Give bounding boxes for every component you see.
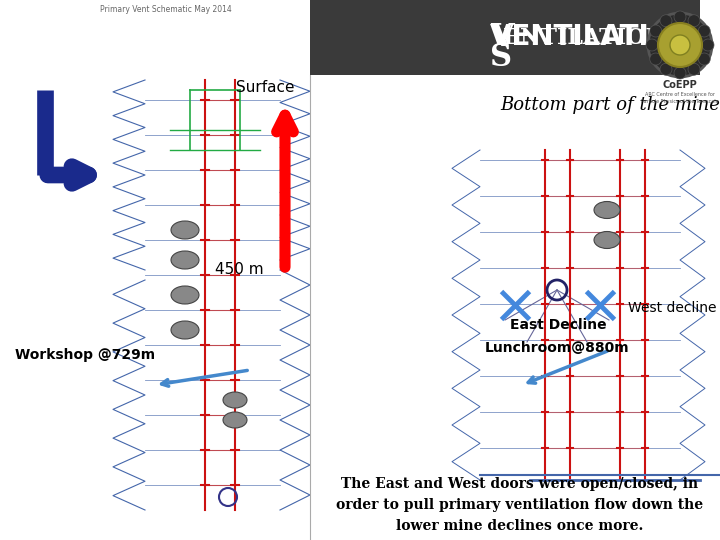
Text: ARC Centre of Excellence for: ARC Centre of Excellence for bbox=[645, 92, 715, 98]
Circle shape bbox=[688, 63, 700, 75]
Circle shape bbox=[670, 35, 690, 55]
Circle shape bbox=[649, 25, 662, 37]
Text: V: V bbox=[490, 23, 514, 53]
Circle shape bbox=[674, 11, 686, 23]
Circle shape bbox=[698, 25, 710, 37]
Text: Particle Physics of the Terascale: Particle Physics of the Terascale bbox=[642, 98, 719, 104]
Ellipse shape bbox=[594, 201, 620, 219]
Text: Primary Vent Schematic May 2014: Primary Vent Schematic May 2014 bbox=[100, 5, 232, 14]
Circle shape bbox=[660, 63, 672, 75]
Ellipse shape bbox=[223, 412, 247, 428]
Circle shape bbox=[658, 23, 702, 67]
Ellipse shape bbox=[594, 232, 620, 248]
Text: Bottom part of the mine: Bottom part of the mine bbox=[500, 96, 720, 114]
Ellipse shape bbox=[171, 321, 199, 339]
Ellipse shape bbox=[171, 221, 199, 239]
Text: Surface: Surface bbox=[235, 80, 294, 95]
Text: Lunchroom@880m: Lunchroom@880m bbox=[485, 341, 629, 355]
Circle shape bbox=[688, 15, 700, 27]
Text: 450 m: 450 m bbox=[215, 262, 264, 278]
Text: East Decline: East Decline bbox=[510, 318, 607, 332]
Circle shape bbox=[649, 53, 662, 65]
Circle shape bbox=[648, 13, 712, 77]
Ellipse shape bbox=[171, 251, 199, 269]
Text: VENTILATION SYSTEM MAP: VENTILATION SYSTEM MAP bbox=[490, 23, 720, 51]
FancyBboxPatch shape bbox=[310, 0, 700, 75]
Circle shape bbox=[702, 39, 714, 51]
Circle shape bbox=[698, 53, 710, 65]
Ellipse shape bbox=[223, 392, 247, 408]
Circle shape bbox=[660, 15, 672, 27]
Circle shape bbox=[674, 67, 686, 79]
Text: S: S bbox=[490, 43, 512, 73]
Text: CoEPP: CoEPP bbox=[662, 80, 698, 90]
Ellipse shape bbox=[171, 286, 199, 304]
Text: The East and West doors were open/closed, in
order to pull primary ventilation f: The East and West doors were open/closed… bbox=[336, 477, 703, 532]
Text: Workshop @729m: Workshop @729m bbox=[15, 348, 155, 362]
Circle shape bbox=[646, 39, 658, 51]
Text: West decline: West decline bbox=[628, 301, 716, 315]
Text: ENTILATION: ENTILATION bbox=[503, 27, 674, 49]
